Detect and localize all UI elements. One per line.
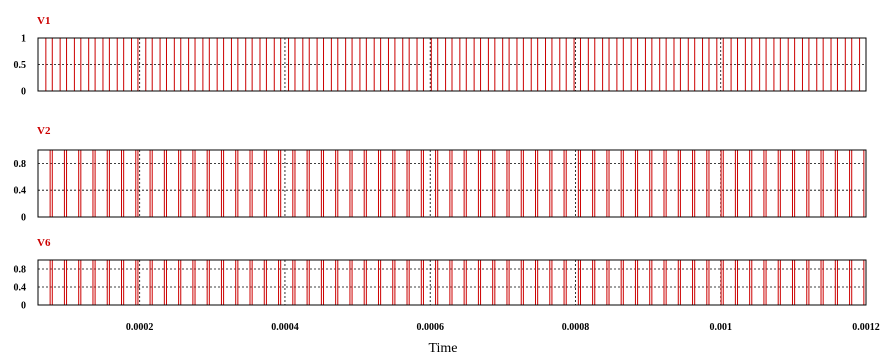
y-tick-label: 0.4 xyxy=(14,283,27,294)
panel-title: V1 xyxy=(37,15,50,27)
x-tick-label: 0.0006 xyxy=(416,322,444,333)
panel-title: V6 xyxy=(37,237,51,249)
y-tick-label: 0.5 xyxy=(14,60,27,71)
plot-frame xyxy=(37,149,867,218)
x-tick-label: 0.0004 xyxy=(271,322,299,333)
x-axis-label: Time xyxy=(428,341,457,356)
y-tick-label: 0.4 xyxy=(14,186,27,197)
plot-frame xyxy=(37,259,867,306)
series-line-V2 xyxy=(38,149,867,218)
x-tick-label: 0.0012 xyxy=(852,322,880,333)
series-line-V6 xyxy=(38,259,867,306)
y-tick-label: 0.8 xyxy=(14,265,27,276)
y-tick-label: 1 xyxy=(21,34,26,45)
x-tick-label: 0.001 xyxy=(709,322,732,333)
plot-frame xyxy=(37,37,867,92)
x-tick-label: 0.0008 xyxy=(562,322,590,333)
y-tick-label: 0 xyxy=(21,213,26,224)
x-tick-label: 0.0002 xyxy=(126,322,154,333)
y-tick-label: 0 xyxy=(21,87,26,98)
panel-title: V2 xyxy=(37,125,51,137)
y-tick-label: 0 xyxy=(21,301,26,312)
y-tick-label: 0.8 xyxy=(14,159,27,170)
